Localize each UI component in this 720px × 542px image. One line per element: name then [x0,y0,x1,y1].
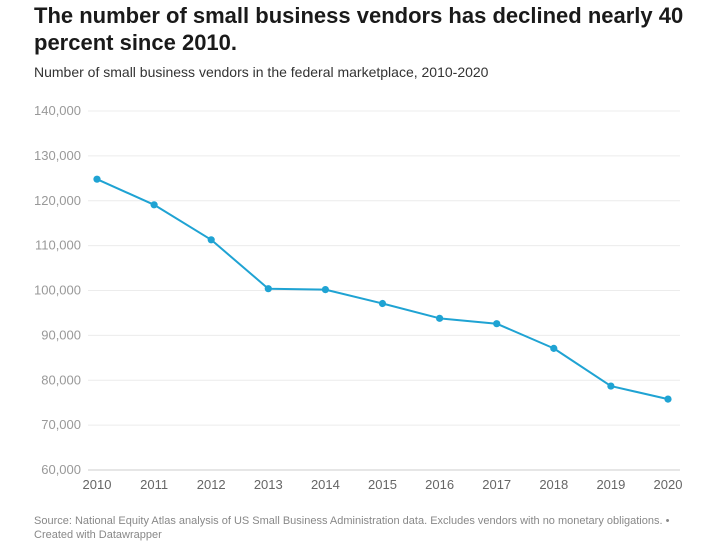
y-tick-label: 110,000 [35,238,81,253]
y-tick-label: 140,000 [34,103,81,118]
y-tick-label: 130,000 [34,148,81,163]
data-point [493,320,501,328]
y-tick-label: 70,000 [41,417,81,432]
x-tick-label: 2010 [83,477,112,492]
y-tick-label: 100,000 [34,283,81,298]
data-point [436,314,444,322]
x-tick-label: 2019 [596,477,625,492]
y-tick-label: 120,000 [34,193,81,208]
x-tick-label: 2013 [254,477,283,492]
data-point [93,175,101,183]
data-point [378,299,387,308]
x-tick-label: 2020 [654,477,683,492]
y-tick-label: 80,000 [41,372,81,387]
data-point [607,382,615,390]
y-tick-label: 60,000 [41,462,81,477]
chart-subtitle: Number of small business vendors in the … [34,64,489,80]
data-point [664,395,672,403]
data-point [150,201,158,209]
x-tick-label: 2014 [311,477,340,492]
x-tick-label: 2017 [482,477,511,492]
x-tick-label: 2016 [425,477,454,492]
x-tick-label: 2012 [197,477,226,492]
line-chart: 60,000 70,000 80,000 90,000 100,000 110,000 12… [34,103,683,492]
data-point [321,286,329,294]
x-tick-label: 2018 [539,477,568,492]
series-line [96,178,669,401]
data-point [264,285,272,293]
data-point [207,236,215,244]
y-tick-label: 90,000 [41,327,81,342]
x-tick-label: 2011 [140,477,168,492]
x-tick-label: 2015 [368,477,397,492]
chart-footer: Source: National Equity Atlas analysis o… [34,515,670,541]
chart-title: The number of small business vendors has… [34,3,684,55]
data-point [550,344,558,352]
